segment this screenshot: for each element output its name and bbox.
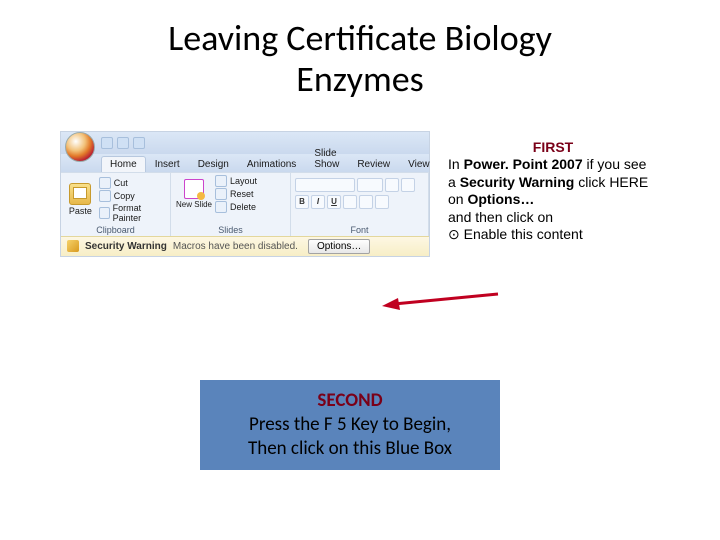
group-label-clipboard: Clipboard xyxy=(65,225,166,236)
blue-box-line1: Press the F 5 Key to Begin, xyxy=(249,413,451,437)
office-button-icon[interactable] xyxy=(65,132,95,162)
tab-view[interactable]: View xyxy=(399,156,439,172)
grow-font-icon[interactable] xyxy=(385,178,399,192)
new-slide-label: New Slide xyxy=(176,200,212,209)
group-font: B I U Font xyxy=(291,173,429,236)
first-heading: FIRST xyxy=(448,139,658,157)
tab-home[interactable]: Home xyxy=(101,156,146,172)
group-label-font: Font xyxy=(295,225,424,236)
group-label-slides: Slides xyxy=(175,225,286,236)
paste-label: Paste xyxy=(69,206,92,216)
paste-button[interactable]: Paste xyxy=(65,175,96,225)
quick-access-toolbar xyxy=(101,137,145,149)
security-warning-label: Security Warning xyxy=(85,241,167,252)
delete-icon xyxy=(215,201,227,213)
tab-slideshow[interactable]: Slide Show xyxy=(305,145,348,172)
qat-redo-icon[interactable] xyxy=(133,137,145,149)
italic-button[interactable]: I xyxy=(311,195,325,209)
instr-text-1a: In xyxy=(448,156,464,172)
underline-button[interactable]: U xyxy=(327,195,341,209)
arrow-icon xyxy=(380,290,500,310)
tab-design[interactable]: Design xyxy=(189,156,238,172)
instructions-first: FIRST In Power. Point 2007 if you see a … xyxy=(448,131,658,244)
options-button[interactable]: Options… xyxy=(308,239,370,254)
blue-box-line2: Then click on this Blue Box xyxy=(248,437,452,461)
layout-button[interactable]: Layout xyxy=(215,175,257,187)
reset-icon xyxy=(215,188,227,200)
bold-button[interactable]: B xyxy=(295,195,309,209)
reset-button[interactable]: Reset xyxy=(215,188,257,200)
shrink-font-icon[interactable] xyxy=(401,178,415,192)
delete-button[interactable]: Delete xyxy=(215,201,257,213)
tab-review[interactable]: Review xyxy=(348,156,399,172)
format-painter-label: Format Painter xyxy=(113,203,166,223)
font-color-button[interactable] xyxy=(375,195,389,209)
ribbon-body: Paste Cut Copy Format Painter Clipboard xyxy=(61,172,429,236)
font-family-dropdown[interactable] xyxy=(295,178,355,192)
instr-text-3b: Options… xyxy=(467,191,534,207)
title-line2: Enzymes xyxy=(296,57,423,101)
copy-button[interactable]: Copy xyxy=(99,190,166,202)
layout-icon xyxy=(215,175,227,187)
cut-button[interactable]: Cut xyxy=(99,177,166,189)
strike-button[interactable] xyxy=(343,195,357,209)
qat-undo-icon[interactable] xyxy=(117,137,129,149)
new-slide-icon xyxy=(184,179,204,199)
format-painter-button[interactable]: Format Painter xyxy=(99,203,166,223)
layout-label: Layout xyxy=(230,176,257,186)
instr-text-5: ⊙ Enable this content xyxy=(448,226,583,242)
qat-save-icon[interactable] xyxy=(101,137,113,149)
instr-text-2: Security Warning xyxy=(460,174,575,190)
copy-label: Copy xyxy=(114,191,135,201)
font-size-dropdown[interactable] xyxy=(357,178,383,192)
tab-insert[interactable]: Insert xyxy=(146,156,189,172)
instr-text-4: and then click on xyxy=(448,209,553,225)
group-clipboard: Paste Cut Copy Format Painter Clipboard xyxy=(61,173,171,236)
reset-label: Reset xyxy=(230,189,254,199)
paste-icon xyxy=(69,183,91,205)
shadow-button[interactable] xyxy=(359,195,373,209)
blue-box[interactable]: SECOND Press the F 5 Key to Begin, Then … xyxy=(200,380,500,470)
new-slide-button[interactable]: New Slide xyxy=(175,179,213,209)
shield-icon xyxy=(67,240,79,252)
page-title: Leaving Certificate Biology Enzymes xyxy=(0,0,720,101)
delete-label: Delete xyxy=(230,202,256,212)
titlebar xyxy=(61,132,429,154)
title-line1: Leaving Certificate Biology xyxy=(168,16,552,60)
copy-icon xyxy=(99,190,111,202)
security-warning-bar: Security Warning Macros have been disabl… xyxy=(61,236,429,256)
powerpoint-ribbon: Home Insert Design Animations Slide Show… xyxy=(60,131,430,257)
cut-icon xyxy=(99,177,111,189)
tab-animations[interactable]: Animations xyxy=(238,156,305,172)
cut-label: Cut xyxy=(114,178,128,188)
group-slides: New Slide Layout Reset Delete Slides xyxy=(171,173,291,236)
format-painter-icon xyxy=(99,207,110,219)
instr-text-1b: Power. Point 2007 xyxy=(464,156,583,172)
security-warning-message: Macros have been disabled. xyxy=(173,241,298,252)
second-heading: SECOND xyxy=(317,389,382,413)
ribbon-tabs: Home Insert Design Animations Slide Show… xyxy=(61,154,429,172)
